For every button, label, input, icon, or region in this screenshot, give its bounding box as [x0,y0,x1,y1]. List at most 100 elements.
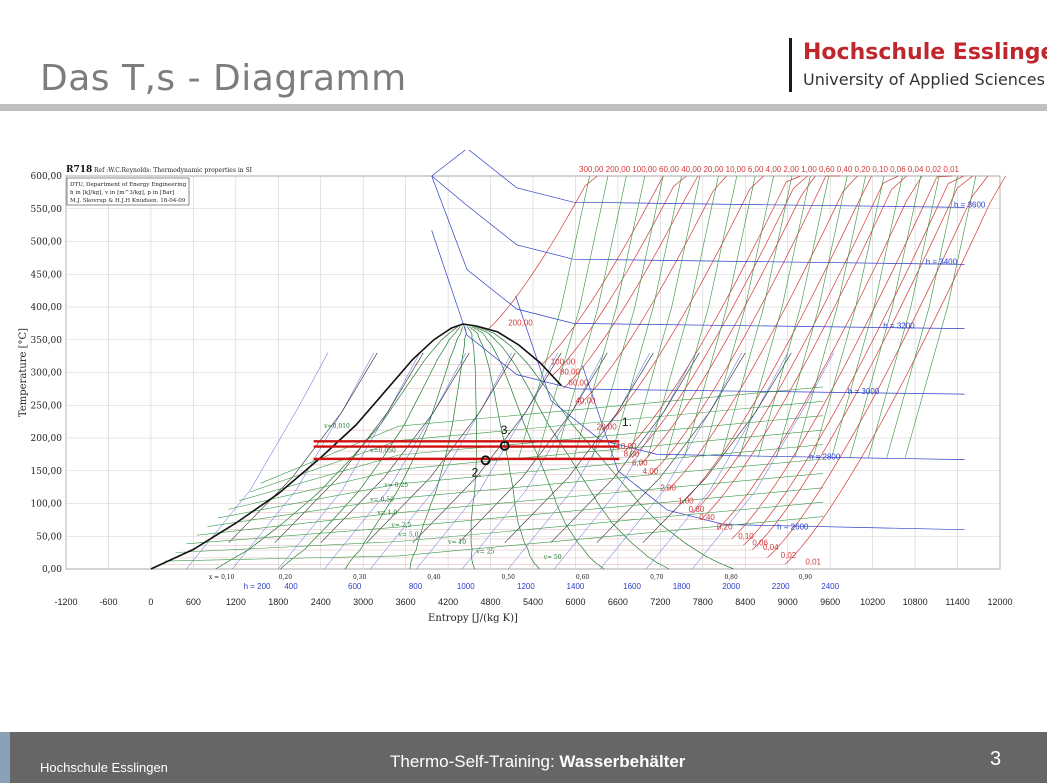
pressure-label: 1,00 [678,497,694,506]
footer-bar: Hochschule Esslingen Thermo-Self-Trainin… [0,732,1047,783]
enthalpy-label: h = 2800 [809,453,841,462]
isenthalp-wet [462,352,605,570]
enthalpy-tick-label: 400 [284,582,298,591]
isochore-line [366,352,516,544]
title-divider [0,104,1047,111]
y-tick-label: 450,00 [31,270,63,280]
isochore-steep [868,175,940,458]
isochore-steep [904,175,977,458]
isochore-vapor [175,501,824,553]
volume-label: v= 50 [543,554,562,561]
x-tick-label: 4800 [481,597,501,607]
x-tick-label: 1800 [268,597,288,607]
volume-label: v= 10 [447,539,466,546]
footer-course-topic: Wasserbehälter [559,752,686,771]
volume-label: v= 1,0 [376,510,397,517]
isenthalp-wet [554,352,696,570]
isenthalp-wet [416,352,559,570]
process-point-label: 3. [501,423,511,437]
enthalpy-label: h = 3400 [926,257,958,266]
quality-tick-label: 0,60 [576,574,590,581]
pressure-label: 6,00 [632,459,648,468]
isochore-vapor [196,473,824,536]
pressure-label-top: 300,00 200,00 100,00 60,00 40,00 20,00 1… [579,165,960,174]
isenthalp-wet [600,352,742,570]
isenthalp-wet [370,352,513,570]
y-tick-label: 300,00 [31,369,63,379]
y-tick-label: 600,00 [31,172,63,182]
x-tick-label: 9600 [820,597,840,607]
page-number: 3 [990,748,1002,770]
pressure-label: 200,00 [508,318,533,327]
x-tick-label: 12000 [987,597,1012,607]
isenthalp-wet [508,352,651,570]
isochore-vapor [260,386,824,484]
enthalpy-tick-label: 800 [409,582,423,591]
pressure-label: 0,04 [763,543,779,552]
x-tick-label: 10800 [903,597,928,607]
isochore-steep [518,175,590,458]
enthalpy-tick-label: 2400 [821,582,839,591]
quality-line [469,326,540,570]
enthalpy-label: h = 3000 [848,387,880,396]
enthalpy-label: h = 2600 [777,523,809,532]
pressure-label: 0,10 [738,532,754,541]
pressure-label: 4,00 [643,467,659,476]
enthalpy-tick-label: 2000 [722,582,740,591]
isochore-line [596,352,746,544]
x-tick-label: 7800 [693,597,713,607]
x-tick-label: 3000 [353,597,373,607]
y-tick-label: 0,00 [42,565,62,575]
isochore-steep [647,175,719,458]
footer-accent [0,732,10,783]
x-tick-label: 1200 [226,597,246,607]
quality-line [471,326,605,570]
y-tick-label: 550,00 [31,205,63,215]
isenthalp-line [515,295,965,460]
isobar-line [541,175,664,365]
pressure-label: 10,00 [616,442,637,451]
quality-tick-label: 0,90 [799,574,813,581]
y-tick-label: 200,00 [31,434,63,444]
y-tick-label: 500,00 [31,238,63,248]
x-axis-label: Entropy [J/(kg K)] [428,613,518,624]
quality-tick-label: 0,30 [353,574,367,581]
isochore-steep [573,175,646,458]
quality-line [280,326,461,570]
isobar-line [701,175,907,520]
isobar-line [602,175,764,431]
slide-title: Das T,s - Diagramm [40,58,407,99]
footer-course-title: Thermo-Self-Training: Wasserbehälter [390,752,685,772]
isochore-vapor [239,415,824,501]
isobar-line [551,175,687,377]
x-tick-label: 6000 [565,597,585,607]
process-point-marker [499,440,510,451]
volume-label: v=0,050 [369,447,396,454]
pressure-label: 0,20 [717,523,733,532]
logo-name: Hochschule Esslingen [803,40,1047,65]
isobar-line [784,175,1006,565]
enthalpy-tick-label: 2200 [772,582,790,591]
pressure-label: 0,60 [689,505,705,514]
isochore-steep [702,175,774,458]
process-point-marker [480,455,491,466]
pressure-label: 20,00 [597,422,618,431]
x-tick-label: 8400 [735,597,755,607]
x-tick-label: -1200 [54,597,77,607]
isenthalp-wet [232,352,375,570]
pressure-label: 0,01 [805,557,821,566]
isobar-line [639,175,816,466]
x-tick-label: 0 [148,597,153,607]
x-tick-label: 6600 [608,597,628,607]
process-point-label: 2. [472,465,482,479]
y-tick-label: 250,00 [31,401,63,411]
isochore-steep [739,175,811,458]
process-point-label: 1. [622,415,632,429]
enthalpy-tick-label: 1000 [457,582,475,591]
x-tick-label: 4200 [438,597,458,607]
isobar-line [681,175,872,504]
isochore-vapor [165,516,824,562]
quality-tick-label: x = 0,10 [209,574,235,581]
isochore-steep [665,175,738,458]
isochore-steep [628,175,701,458]
